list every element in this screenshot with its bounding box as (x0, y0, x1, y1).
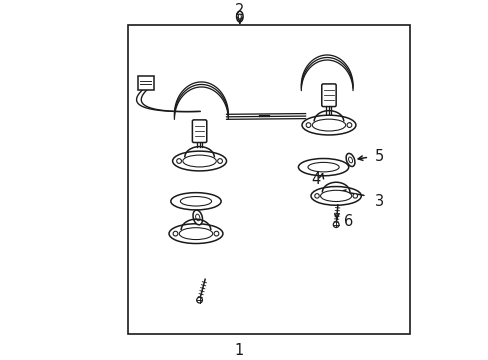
FancyBboxPatch shape (138, 76, 153, 90)
Text: 1: 1 (234, 343, 243, 358)
Text: 2: 2 (234, 3, 244, 18)
Circle shape (214, 231, 219, 236)
FancyBboxPatch shape (192, 120, 206, 143)
Ellipse shape (310, 186, 361, 205)
Ellipse shape (348, 157, 352, 163)
Ellipse shape (312, 119, 345, 131)
Ellipse shape (169, 224, 223, 243)
Text: 6: 6 (344, 213, 353, 229)
FancyBboxPatch shape (321, 84, 335, 107)
Circle shape (352, 194, 357, 198)
Ellipse shape (346, 153, 354, 167)
Circle shape (173, 231, 178, 236)
Circle shape (196, 297, 202, 303)
Ellipse shape (183, 155, 216, 167)
Ellipse shape (236, 11, 243, 22)
Ellipse shape (193, 210, 202, 225)
Text: 4: 4 (311, 172, 320, 187)
Ellipse shape (180, 197, 211, 206)
Circle shape (176, 159, 181, 163)
Circle shape (217, 159, 222, 163)
Bar (127, 25, 409, 334)
Circle shape (314, 194, 319, 198)
Ellipse shape (320, 190, 351, 202)
Ellipse shape (170, 193, 221, 210)
Circle shape (305, 123, 310, 127)
Circle shape (346, 123, 351, 127)
Circle shape (333, 222, 338, 228)
Ellipse shape (195, 214, 200, 221)
Ellipse shape (238, 14, 241, 19)
Ellipse shape (302, 115, 355, 135)
Ellipse shape (172, 151, 226, 171)
Text: 3: 3 (374, 194, 383, 209)
Ellipse shape (298, 158, 348, 176)
Text: 5: 5 (374, 149, 383, 164)
Ellipse shape (307, 162, 339, 172)
Ellipse shape (179, 228, 212, 239)
